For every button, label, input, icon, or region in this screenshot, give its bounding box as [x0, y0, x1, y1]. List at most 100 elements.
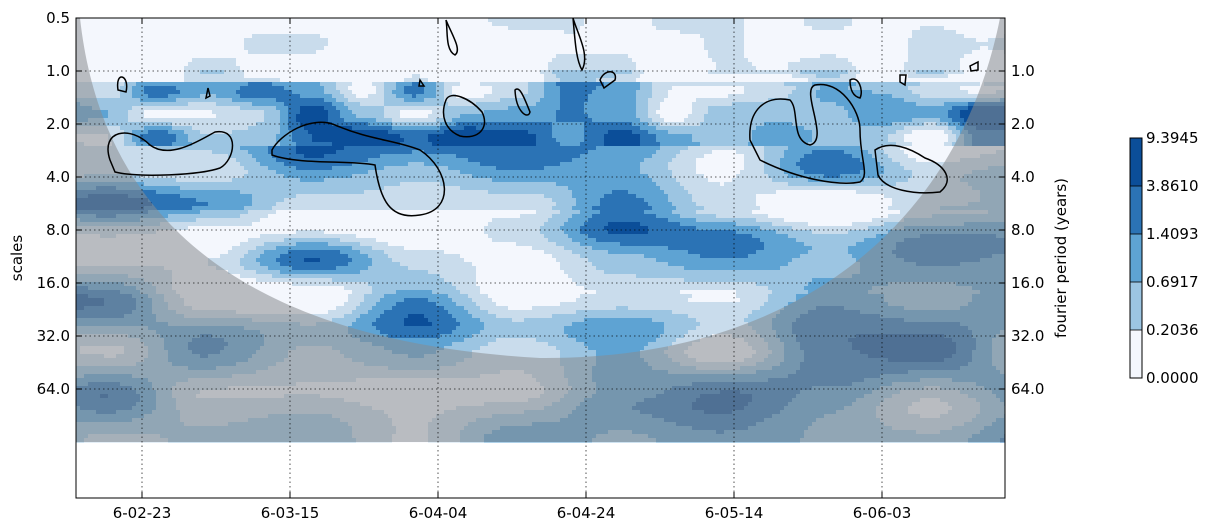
heat-cell	[108, 78, 113, 83]
heat-cell	[224, 22, 229, 27]
heat-cell	[276, 74, 281, 79]
heat-cell	[872, 30, 877, 35]
heat-cell	[856, 22, 861, 27]
heat-cell	[292, 74, 297, 79]
heat-cell	[500, 46, 505, 51]
heat-cell	[480, 90, 485, 95]
heat-cell	[552, 30, 557, 35]
heat-cell	[276, 18, 281, 23]
heat-cell	[264, 102, 269, 107]
heat-cell	[324, 34, 329, 39]
heat-cell	[500, 18, 505, 23]
heat-cell	[940, 50, 945, 55]
heat-cell	[608, 46, 613, 51]
heat-cell	[124, 94, 129, 99]
heat-cell	[784, 78, 789, 83]
heat-cell	[332, 86, 337, 91]
heat-cell	[168, 86, 173, 91]
heat-cell	[568, 30, 573, 35]
heat-cell	[784, 86, 789, 91]
heat-cell	[620, 74, 625, 79]
heat-cell	[276, 82, 281, 87]
heat-cell	[368, 34, 373, 39]
heat-cell	[684, 18, 689, 23]
heat-cell	[800, 54, 805, 59]
heat-cell	[672, 86, 677, 91]
heat-cell	[404, 18, 409, 23]
heat-cell	[396, 46, 401, 51]
heat-cell	[156, 50, 161, 55]
heat-cell	[912, 34, 917, 39]
heat-cell	[932, 18, 937, 23]
heat-cell	[532, 26, 537, 31]
heat-cell	[816, 26, 821, 31]
heat-cell	[472, 98, 477, 103]
heat-cell	[632, 54, 637, 59]
heat-cell	[180, 34, 185, 39]
heat-cell	[100, 78, 105, 83]
heat-cell	[504, 86, 509, 91]
heat-cell	[924, 62, 929, 67]
heat-cell	[244, 86, 249, 91]
heat-cell	[220, 102, 225, 107]
heat-cell	[284, 26, 289, 31]
heat-cell	[280, 54, 285, 59]
heat-cell	[528, 42, 533, 47]
heat-cell	[568, 62, 573, 67]
heat-cell	[180, 74, 185, 79]
heat-cell	[360, 26, 365, 31]
heat-cell	[220, 54, 225, 59]
heat-cell	[716, 22, 721, 27]
heat-cell	[904, 42, 909, 47]
heat-cell	[912, 42, 917, 47]
heat-cell	[756, 26, 761, 31]
heat-cell	[496, 62, 501, 67]
heat-cell	[356, 22, 361, 27]
heat-cell	[360, 42, 365, 47]
heat-cell	[184, 46, 189, 51]
heat-cell	[892, 54, 897, 59]
heat-cell	[696, 34, 701, 39]
heat-cell	[484, 42, 489, 47]
heat-cell	[360, 90, 365, 95]
heat-cell	[632, 74, 637, 79]
heat-cell	[336, 50, 341, 55]
heat-cell	[152, 42, 157, 47]
heat-cell	[100, 22, 105, 27]
heat-cell	[792, 94, 797, 99]
heat-cell	[452, 86, 457, 91]
heat-cell	[248, 34, 253, 39]
heat-cell	[700, 50, 705, 55]
heat-cell	[520, 46, 525, 51]
heat-cell	[668, 30, 673, 35]
heat-cell	[600, 66, 605, 71]
heat-cell	[672, 46, 677, 51]
heat-cell	[184, 22, 189, 27]
heat-cell	[476, 86, 481, 91]
heat-cell	[704, 94, 709, 99]
heat-cell	[772, 78, 777, 83]
heat-cell	[672, 74, 677, 79]
heat-cell	[276, 90, 281, 95]
heat-cell	[476, 30, 481, 35]
heat-cell	[412, 78, 417, 83]
heat-cell	[284, 62, 289, 67]
heat-cell	[352, 42, 357, 47]
heat-cell	[888, 22, 893, 27]
heat-cell	[328, 74, 333, 79]
heat-cell	[484, 38, 489, 43]
heat-cell	[916, 46, 921, 51]
heat-cell	[224, 58, 229, 63]
heat-cell	[428, 74, 433, 79]
heat-cell	[496, 74, 501, 79]
heat-cell	[384, 50, 389, 55]
heat-cell	[548, 58, 553, 63]
heat-cell	[776, 90, 781, 95]
heat-cell	[544, 82, 549, 87]
heat-cell	[848, 94, 853, 99]
heat-cell	[568, 94, 573, 99]
heat-cell	[532, 86, 537, 91]
heat-cell	[148, 78, 153, 83]
heat-cell	[928, 34, 933, 39]
heat-cell	[808, 62, 813, 67]
